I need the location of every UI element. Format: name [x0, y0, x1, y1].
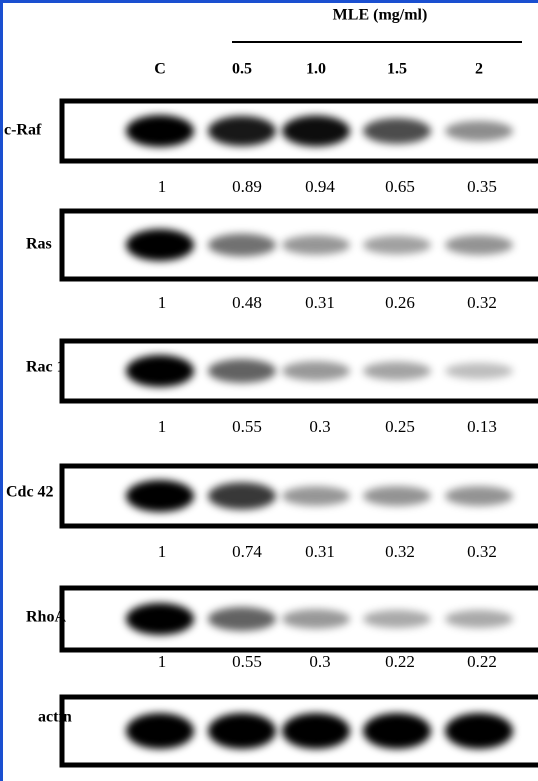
- density-value: 1: [158, 293, 167, 312]
- band: [208, 482, 276, 509]
- figure: MLE (mg/ml) C 0.5 1.0 1.5 2 c-Raf 1 0.89 0.94 0.6…: [0, 0, 538, 781]
- density-value: 0.94: [305, 177, 335, 196]
- frame-top: [0, 0, 538, 3]
- band: [208, 234, 276, 257]
- band: [363, 118, 431, 144]
- lane-label: 2: [475, 61, 483, 78]
- density-value: 0.26: [385, 293, 415, 312]
- blot-label: Ras: [26, 236, 52, 253]
- density-value: 0.55: [232, 417, 262, 436]
- density-value: 0.55: [232, 652, 262, 671]
- blot-label: actin: [38, 709, 72, 726]
- blot-label: Rac 1: [26, 359, 65, 376]
- density-value: 0.48: [232, 293, 262, 312]
- band: [208, 116, 276, 146]
- band: [126, 115, 194, 147]
- density-value: 0.31: [305, 293, 335, 312]
- blot-label: c-Raf: [4, 122, 42, 139]
- band: [282, 235, 350, 255]
- band: [126, 480, 194, 512]
- band: [445, 713, 513, 749]
- band: [445, 235, 513, 255]
- density-value: 0.32: [385, 542, 415, 561]
- band: [363, 362, 431, 381]
- blot-label: Cdc 42: [6, 484, 54, 501]
- density-value: 1: [158, 652, 167, 671]
- band: [282, 361, 350, 380]
- band: [363, 486, 431, 506]
- density-value: 0.32: [467, 293, 497, 312]
- band: [282, 609, 350, 628]
- density-value: 0.3: [309, 417, 330, 436]
- band: [363, 236, 431, 255]
- band: [208, 359, 276, 383]
- density-value: 0.65: [385, 177, 415, 196]
- band: [445, 363, 513, 379]
- band: [282, 713, 350, 749]
- band: [208, 713, 276, 749]
- density-value: 0.35: [467, 177, 497, 196]
- frame-left: [0, 0, 3, 781]
- density-value: 0.22: [467, 652, 497, 671]
- band: [363, 713, 431, 749]
- density-value: 0.89: [232, 177, 262, 196]
- band: [126, 713, 194, 749]
- band: [282, 486, 350, 506]
- density-value: 1: [158, 177, 167, 196]
- density-value: 0.13: [467, 417, 497, 436]
- lane-label: 0.5: [232, 61, 252, 78]
- lane-label: 1.0: [306, 61, 326, 78]
- band: [445, 486, 513, 506]
- band: [363, 610, 431, 628]
- density-value: 0.32: [467, 542, 497, 561]
- treatment-label: MLE (mg/ml): [333, 7, 428, 24]
- band: [445, 121, 513, 141]
- density-value: 0.25: [385, 417, 415, 436]
- band: [445, 610, 513, 628]
- lane-label: 1.5: [387, 61, 407, 78]
- band: [126, 355, 194, 387]
- band: [126, 229, 194, 261]
- lane-label: C: [154, 61, 166, 78]
- band: [208, 607, 276, 631]
- background: [0, 0, 538, 781]
- band: [126, 603, 194, 635]
- density-value: 0.31: [305, 542, 335, 561]
- density-value: 1: [158, 417, 167, 436]
- band: [282, 116, 350, 147]
- density-value: 1: [158, 542, 167, 561]
- density-value: 0.3: [309, 652, 330, 671]
- density-value: 0.74: [232, 542, 262, 561]
- density-value: 0.22: [385, 652, 415, 671]
